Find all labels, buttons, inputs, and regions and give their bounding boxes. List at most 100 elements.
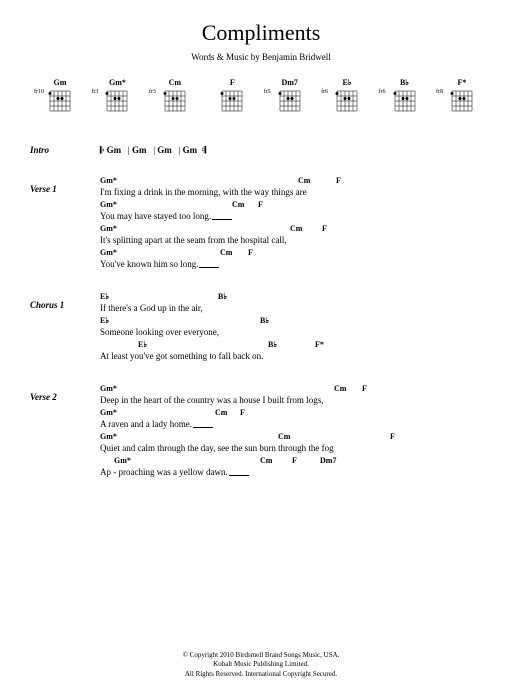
chord-symbol: B♭ [218, 292, 227, 301]
chord-name: B♭ [400, 78, 409, 87]
lyric-text: Deep in the heart of the country was a h… [100, 395, 323, 405]
chord-symbol: F [336, 176, 341, 185]
chord-symbol: B♭ [260, 316, 269, 325]
section-label: Chorus 1 [30, 292, 100, 364]
chord-symbol: F [292, 456, 297, 465]
lyric-line: E♭ B♭ F* At least you've got something to f… [100, 340, 492, 364]
chord-symbol: E♭ [100, 316, 109, 325]
lyric-line: Gm* Cm F A raven and a lady home. [100, 408, 492, 432]
chord-symbol: Cm [215, 408, 227, 417]
chord-symbol: Gm* [100, 224, 117, 233]
barline: | [128, 145, 130, 155]
chord-symbol: Gm* [100, 176, 117, 185]
fret-label: fr3 [149, 89, 156, 95]
verse1-section: Verse 1 Gm* Cm F I'm fixing a drink in the … [30, 176, 492, 272]
chord-symbol: Cm [298, 176, 310, 185]
chord-name: Gm [54, 78, 67, 87]
chord-symbol: Gm* [100, 432, 117, 441]
chord-symbol: Dm7 [320, 456, 336, 465]
sustain-tail [212, 219, 232, 220]
chord-diagram: Gmfr10 [40, 78, 80, 113]
chord-symbol: E♭ [100, 292, 109, 301]
chord-diagram: Cmfr3 [155, 78, 195, 113]
chord-symbol: Gm* [114, 456, 131, 465]
chord-symbol: Cm [260, 456, 272, 465]
chord-symbol: Cm [278, 432, 290, 441]
chord-symbol: F [390, 432, 395, 441]
chord-diagram-row: Gmfr10Gm*fr3Cmfr3FDm7fr5E♭fr6B♭fr6F*fr8 [30, 78, 492, 113]
barline: | [153, 145, 155, 155]
chord-name: F* [458, 78, 467, 87]
song-title: Compliments [30, 20, 492, 46]
chord-symbol: Gm* [100, 408, 117, 417]
chord-symbol: B♭ [268, 340, 277, 349]
lyric-text: I'm fixing a drink in the morning, with … [100, 187, 307, 197]
fret-label: fr8 [436, 89, 443, 95]
copyright-line: All Rights Reserved. International Copyr… [0, 670, 522, 680]
lyric-text: A raven and a lady home. [100, 419, 213, 429]
chorus1-body: E♭ B♭ If there's a God up in the air, E♭ B♭ S… [100, 292, 492, 364]
lyric-text: Someone looking over everyone, [100, 327, 219, 337]
fret-label: fr5 [264, 89, 271, 95]
chord-diagram: E♭fr6 [327, 78, 367, 113]
lyric-line: Gm* Cm F You've known him so long. [100, 248, 492, 272]
sustain-tail [193, 427, 213, 428]
lyric-line: Gm* Cm F Quiet and calm through the day, se… [100, 432, 492, 456]
chord-symbol: Cm [290, 224, 302, 233]
chord-name: Dm7 [281, 78, 297, 87]
verse2-section: Verse 2 Gm* Cm F Deep in the heart of the c… [30, 384, 492, 480]
chord-symbol: F [362, 384, 367, 393]
lyric-text: If there's a God up in the air, [100, 303, 203, 313]
intro-chord: Gm [107, 145, 122, 155]
lyric-line: E♭ B♭ Someone looking over everyone, [100, 316, 492, 340]
repeat-end-icon: 𝄇 [202, 145, 206, 156]
intro-chord: Gm [157, 145, 172, 155]
chord-name: Gm* [109, 78, 126, 87]
chord-diagram: Dm7fr5 [270, 78, 310, 113]
lyric-text: You've known him so long. [100, 259, 219, 269]
copyright: © Copyright 2010 Birdsmell Brand Songs M… [0, 651, 522, 680]
intro-section: Intro 𝄆 Gm | Gm | Gm | Gm 𝄇 [30, 137, 492, 156]
sustain-tail [229, 475, 249, 476]
verse2-body: Gm* Cm F Deep in the heart of the country w… [100, 384, 492, 480]
repeat-start-icon: 𝄆 [100, 145, 104, 156]
lyric-text: It's splitting apart at the seam from th… [100, 235, 287, 245]
intro-chord: Gm [132, 145, 147, 155]
chord-symbol: F* [315, 340, 324, 349]
lyric-line: Gm*CmFDeep in the heart of the country w… [100, 384, 492, 408]
chord-diagram: Gm*fr3 [97, 78, 137, 113]
lyric-line: Gm* Cm F Dm7 Ap - proaching was a yellow daw… [100, 456, 492, 480]
verse1-body: Gm* Cm F I'm fixing a drink in the morning,… [100, 176, 492, 272]
chord-name: Cm [169, 78, 181, 87]
chord-diagram: F*fr8 [442, 78, 482, 113]
lyric-text: Quiet and calm through the day, see the … [100, 443, 334, 453]
chord-diagram: B♭fr6 [385, 78, 425, 113]
lyric-text: At least you've got something to fall ba… [100, 351, 263, 361]
lyric-line: Gm*CmFYou may have stayed too long. [100, 200, 492, 224]
lyric-text: Ap - proaching was a yellow dawn. [100, 467, 249, 477]
copyright-line: Kobalt Music Publishing Limited. [0, 660, 522, 670]
section-label: Verse 2 [30, 384, 100, 480]
chord-symbol: F [248, 248, 253, 257]
chorus1-section: Chorus 1 E♭ B♭ If there's a God up in the … [30, 292, 492, 364]
lyric-line: Gm* Cm F It's splitting apart at the seam f… [100, 224, 492, 248]
lyric-text: You may have stayed too long. [100, 211, 232, 221]
chord-symbol: F [240, 408, 245, 417]
fret-label: fr10 [34, 89, 44, 95]
chord-symbol: Cm [232, 200, 244, 209]
chord-symbol: E♭ [138, 340, 147, 349]
section-label: Verse 1 [30, 176, 100, 272]
chord-symbol: F [258, 200, 263, 209]
chord-symbol: F [322, 224, 327, 233]
intro-chord: Gm [183, 145, 198, 155]
copyright-line: © Copyright 2010 Birdsmell Brand Songs M… [0, 651, 522, 661]
chord-diagram: F [212, 78, 252, 113]
sustain-tail [199, 267, 219, 268]
chord-symbol: Cm [334, 384, 346, 393]
chord-symbol: Cm [220, 248, 232, 257]
barline: | [179, 145, 181, 155]
byline: Words & Music by Benjamin Bridwell [30, 52, 492, 62]
chord-symbol: Gm* [100, 248, 117, 257]
fret-label: fr6 [321, 89, 328, 95]
lyric-line: Gm* Cm F I'm fixing a drink in the morning,… [100, 176, 492, 200]
